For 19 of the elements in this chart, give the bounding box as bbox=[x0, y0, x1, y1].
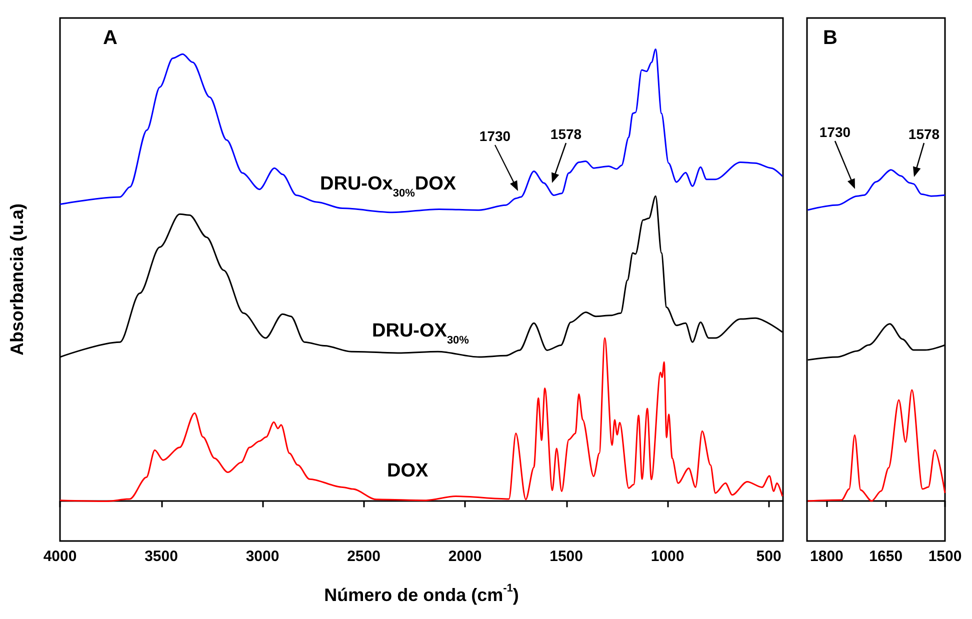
series-label: DOX bbox=[387, 460, 428, 482]
y-axis-title: Absorbancia (u.a) bbox=[7, 203, 27, 356]
annotation: 1578 bbox=[550, 126, 582, 142]
x-tick-label: 3500 bbox=[144, 548, 178, 565]
x-tick-label: 1000 bbox=[650, 548, 684, 565]
x-tick-label: 2500 bbox=[347, 548, 380, 565]
x-tick-label: 500 bbox=[756, 548, 782, 565]
x-tick-label: 3000 bbox=[246, 548, 280, 565]
x-tick-label: 4000 bbox=[43, 548, 77, 565]
x-tick-label: 1800 bbox=[810, 548, 844, 565]
text: 1578 bbox=[908, 126, 940, 142]
x-tick-label: 2000 bbox=[448, 548, 482, 565]
x-tick-label: 1650 bbox=[869, 548, 903, 565]
x-tick-label: 1500 bbox=[928, 548, 962, 565]
x-tick-label: 1500 bbox=[550, 548, 583, 565]
text: 1730 bbox=[819, 124, 851, 140]
text: A bbox=[103, 27, 118, 49]
text: B bbox=[823, 27, 838, 49]
annotation: 1730 bbox=[479, 128, 511, 144]
